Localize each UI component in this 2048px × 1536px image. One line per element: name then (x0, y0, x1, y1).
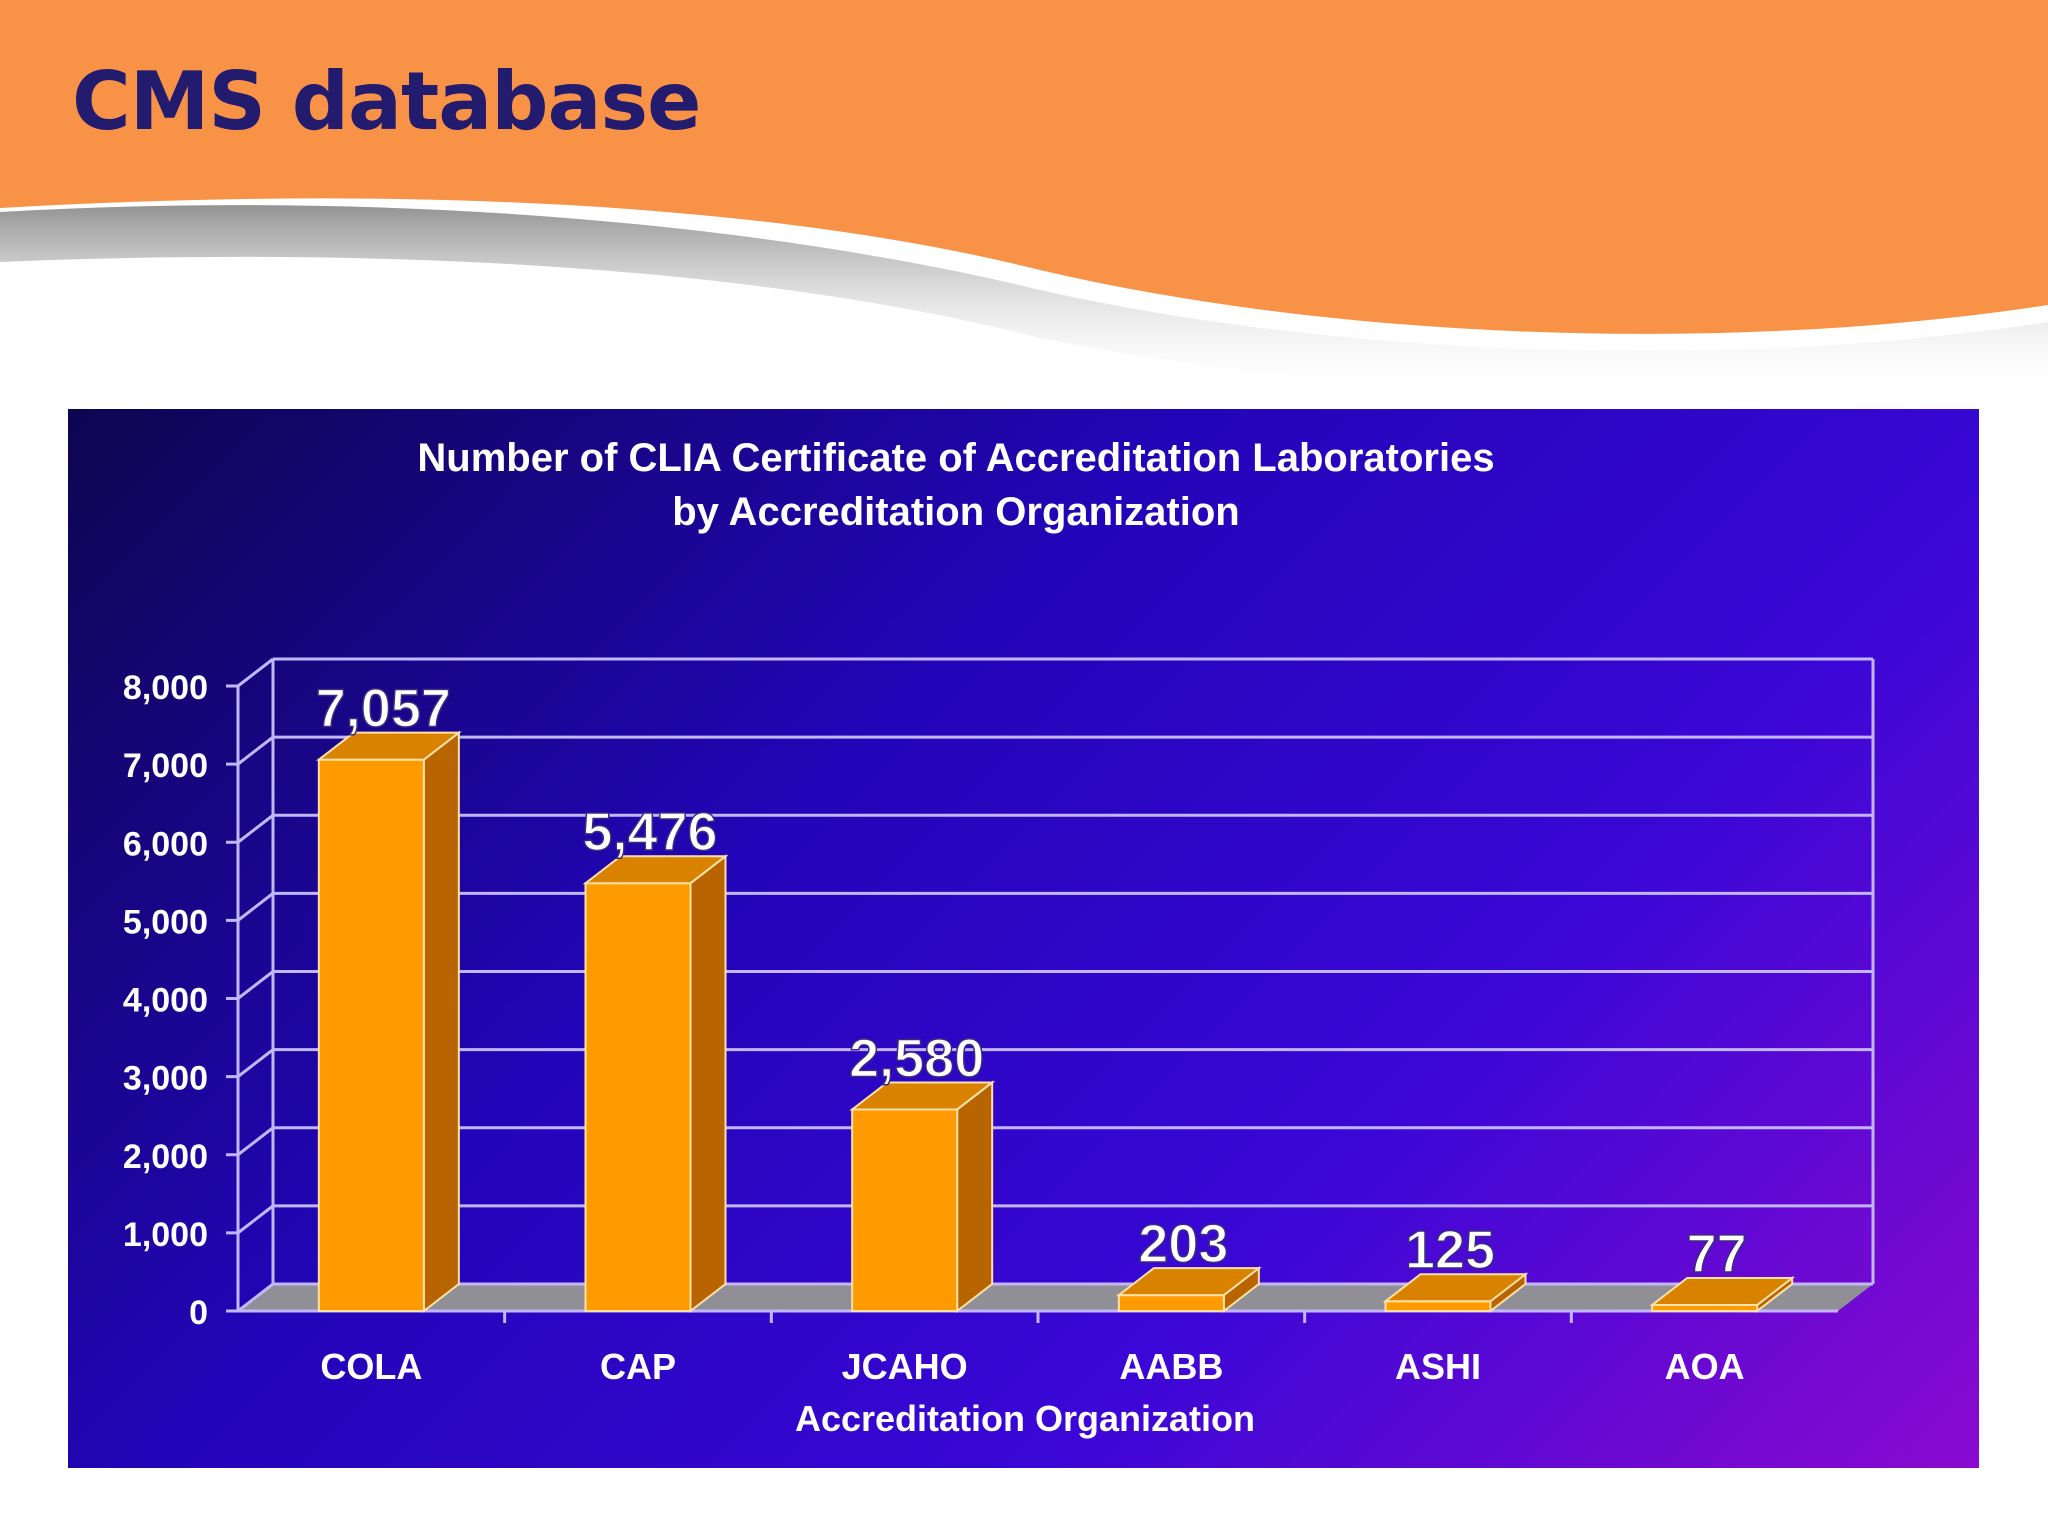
bar-top (1115, 1267, 1262, 1297)
bar-top (582, 855, 729, 885)
data-label: 77 (1687, 1224, 1747, 1284)
y-tick-label: 4,000 (123, 982, 208, 1020)
gridline-wall (237, 1126, 274, 1156)
y-tick-label: 6,000 (123, 825, 208, 863)
bar (851, 1108, 959, 1312)
x-tick-label: AABB (1119, 1346, 1223, 1387)
gridline-wall (237, 1282, 274, 1313)
bar-side (422, 730, 460, 1314)
x-tick-label: JCAHO (842, 1346, 968, 1387)
header-banner (0, 0, 2048, 400)
bar-top (315, 731, 462, 761)
bar-top (1649, 1276, 1796, 1306)
bar (1384, 1300, 1492, 1312)
bar-chart: Number of CLIA Certificate of Accreditat… (123, 436, 1875, 1439)
gridline-wall (237, 892, 274, 922)
gridline-wall (237, 657, 274, 688)
x-tick-label: CAP (600, 1346, 676, 1387)
gridline-wall (237, 735, 274, 766)
gridline-wall (237, 1204, 274, 1235)
data-label: 125 (1405, 1220, 1495, 1280)
y-tick-label: 3,000 (123, 1060, 208, 1098)
y-tick-label: 7,000 (123, 747, 208, 785)
bar-top (849, 1081, 996, 1111)
data-label: 5,476 (582, 802, 717, 862)
banner-shape (0, 0, 2048, 334)
data-label: 7,057 (316, 679, 451, 739)
plot-floor (238, 1284, 1873, 1311)
bar-top (1382, 1273, 1529, 1303)
y-tick-label: 1,000 (123, 1216, 208, 1254)
bar (317, 758, 425, 1312)
x-tick-label: COLA (320, 1346, 422, 1387)
banner-shadow (0, 205, 2048, 400)
bar-side (956, 1080, 994, 1314)
y-tick-label: 2,000 (123, 1138, 208, 1176)
data-label: 203 (1138, 1214, 1228, 1274)
page-title: CMS database (72, 55, 701, 148)
x-tick-label: ASHI (1395, 1346, 1481, 1387)
gridline-wall (237, 970, 274, 1000)
bar (1117, 1294, 1225, 1312)
data-label: 2,580 (849, 1028, 984, 1088)
bar-side (689, 854, 727, 1314)
chart-panel: Number of CLIA Certificate of Accreditat… (68, 409, 1979, 1468)
x-axis-label: Accreditation Organization (795, 1398, 1255, 1439)
x-tick-label: AOA (1665, 1346, 1745, 1387)
y-tick-label: 8,000 (123, 669, 208, 707)
plot-area: 0 1,000 2,000 3,000 4,000 5,000 6,000 7,000 8,00… (123, 657, 1875, 1387)
bar (584, 882, 692, 1312)
y-tick-label: 5,000 (123, 903, 208, 941)
gridline-wall (237, 814, 274, 844)
chart-title: Number of CLIA Certificate of Accreditat… (417, 436, 1494, 480)
y-tick-label: 0 (189, 1294, 208, 1332)
gridline-wall (237, 1048, 274, 1078)
chart-subtitle: by Accreditation Organization (672, 490, 1239, 534)
